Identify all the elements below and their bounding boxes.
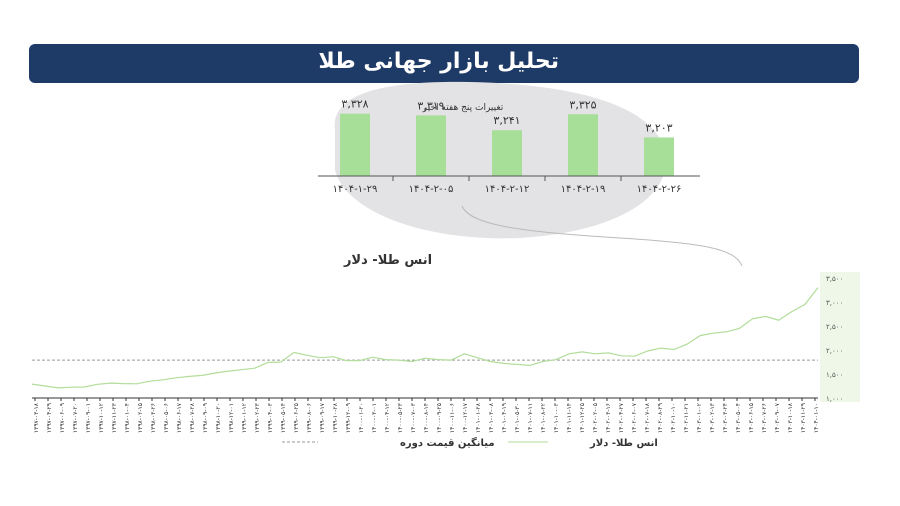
bar-category-label-0: ۱۴۰۴-۱-۲۹ — [333, 184, 378, 195]
x-tick-label-10: ۱۳۹۸-۰۵-۰۶ — [163, 403, 170, 433]
x-tick-label-46: ۱۴۰۲-۰۶-۰۷ — [631, 402, 638, 433]
x-tick-label-42: ۱۴۰۱-۱۲-۲۵ — [579, 403, 586, 433]
connector-curve — [461, 205, 743, 267]
x-tick-label-25: ۱۴۰۰-۰۱-۲۰ — [358, 403, 365, 433]
y-tick-label-1: ۱,۵۰۰ — [826, 371, 843, 379]
x-tick-label-54: ۱۴۰۳-۰۵-۰۴ — [735, 403, 742, 433]
x-tick-label-20: ۱۳۹۹-۰۶-۲۵ — [293, 403, 300, 433]
title-bar: تحلیل بازار جهانی طلا — [29, 44, 859, 83]
x-tick-label-1: ۱۳۹۷-۰۴-۲۹ — [46, 403, 53, 433]
x-tick-label-29: ۱۴۰۰-۰۷-۰۳ — [410, 402, 417, 433]
bar-category-label-3: ۱۴۰۴-۲-۱۹ — [561, 184, 606, 195]
x-tick-label-55: ۱۴۰۳-۰۶-۱۵ — [748, 403, 755, 433]
x-tick-label-14: ۱۳۹۸-۱۰-۲۰ — [215, 403, 222, 433]
line-chart-title: انس طلا- دلار — [343, 253, 432, 268]
x-tick-label-52: ۱۴۰۳-۰۲-۱۳ — [709, 402, 716, 433]
x-tick-label-56: ۱۴۰۳-۰۷-۲۶ — [761, 403, 768, 433]
x-tick-label-30: ۱۴۰۰-۰۸-۱۴ — [423, 403, 430, 433]
bar-category-label-2: ۱۴۰۴-۲-۱۲ — [485, 184, 530, 195]
x-tick-label-6: ۱۳۹۷-۱۱-۲۳ — [111, 402, 118, 433]
x-tick-label-2: ۱۳۹۷-۰۶-۰۹ — [59, 403, 66, 433]
y-tick-label-5: ۳,۵۰۰ — [826, 275, 843, 283]
x-tick-label-47: ۱۴۰۲-۰۷-۱۸ — [644, 402, 651, 433]
x-tick-label-26: ۱۴۰۰-۰۳-۰۱ — [371, 403, 378, 433]
x-tick-label-50: ۱۴۰۲-۱۱-۲۱ — [683, 403, 690, 433]
bar-value-label-1: ۳,۳۱۹ — [417, 99, 444, 112]
bar-value-label-2: ۳,۲۴۱ — [493, 114, 520, 127]
x-tick-label-35: ۱۴۰۱-۰۳-۰۸ — [488, 402, 495, 433]
x-tick-label-7: ۱۳۹۸-۰۱-۰۴ — [124, 403, 131, 433]
gold-price-line — [31, 287, 819, 389]
x-tick-label-8: ۱۳۹۸-۰۲-۱۵ — [137, 403, 144, 433]
x-tick-label-36: ۱۴۰۱-۰۴-۱۹ — [501, 403, 508, 433]
x-tick-label-39: ۱۴۰۱-۰۸-۲۲ — [540, 403, 547, 433]
x-tick-label-38: ۱۴۰۱-۰۷-۱۱ — [527, 403, 534, 433]
x-tick-label-15: ۱۳۹۸-۱۲-۰۱ — [228, 403, 235, 433]
x-tick-label-59: ۱۴۰۳-۱۱-۲۹ — [800, 403, 807, 433]
x-tick-label-31: ۱۴۰۰-۰۹-۲۵ — [436, 403, 443, 433]
x-tick-label-49: ۱۴۰۲-۱۰-۱۰ — [670, 403, 677, 433]
x-tick-label-44: ۱۴۰۲-۰۳-۱۶ — [605, 403, 612, 433]
page-title: تحلیل بازار جهانی طلا — [318, 49, 559, 74]
x-tick-label-13: ۱۳۹۸-۰۹-۰۹ — [202, 403, 209, 433]
y-tick-label-3: ۲,۵۰۰ — [826, 323, 843, 331]
x-tick-label-9: ۱۳۹۸-۰۳-۲۶ — [150, 403, 157, 433]
x-tick-label-11: ۱۳۹۸-۰۶-۱۷ — [176, 402, 183, 433]
x-tick-label-3: ۱۳۹۷-۰۷-۲۰ — [72, 403, 79, 433]
x-tick-label-12: ۱۳۹۸-۰۷-۲۸ — [189, 402, 196, 433]
bar-value-label-0: ۳,۳۲۸ — [341, 98, 368, 111]
bar-value-label-3: ۳,۳۲۵ — [569, 98, 596, 111]
x-tick-label-43: ۱۴۰۲-۰۲-۰۵ — [592, 403, 599, 433]
x-tick-label-22: ۱۳۹۹-۰۹-۱۷ — [319, 402, 326, 433]
y-tick-label-4: ۳,۰۰۰ — [826, 299, 843, 307]
x-tick-label-21: ۱۳۹۹-۰۸-۰۶ — [306, 403, 313, 433]
bar-value-label-4: ۳,۲۰۳ — [645, 121, 672, 134]
y-tick-label-0: ۱,۰۰۰ — [826, 395, 843, 403]
x-tick-label-5: ۱۳۹۷-۱۰-۱۲ — [98, 403, 105, 433]
bar-4 — [644, 137, 674, 176]
x-tick-label-33: ۱۴۰۰-۱۲-۱۷ — [462, 402, 469, 433]
bar-3 — [568, 114, 598, 176]
x-tick-label-32: ۱۴۰۰-۱۱-۰۶ — [449, 403, 456, 433]
x-tick-label-48: ۱۴۰۲-۰۸-۲۹ — [657, 403, 664, 433]
x-tick-label-57: ۱۴۰۳-۰۹-۰۷ — [774, 402, 781, 433]
y-tick-label-2: ۲,۰۰۰ — [826, 347, 843, 355]
bar-1 — [416, 115, 446, 176]
x-tick-label-58: ۱۴۰۳-۱۰-۱۸ — [787, 402, 794, 433]
bar-category-label-1: ۱۴۰۴-۲-۰۵ — [409, 184, 454, 195]
x-tick-label-51: ۱۴۰۳-۰۱-۰۲ — [696, 403, 703, 433]
x-tick-label-34: ۱۴۰۱-۰۱-۲۸ — [475, 402, 482, 433]
x-tick-label-28: ۱۴۰۰-۰۵-۲۳ — [397, 402, 404, 433]
x-tick-label-17: ۱۳۹۹-۰۲-۲۳ — [254, 402, 261, 433]
x-tick-label-24: ۱۳۹۹-۱۲-۰۹ — [345, 403, 352, 433]
bar-category-label-4: ۱۴۰۴-۲-۲۶ — [637, 184, 682, 195]
x-tick-label-4: ۱۳۹۷-۰۹-۰۱ — [85, 403, 92, 433]
bar-chart-title: تغییرات پنج هفته اخیر — [422, 103, 504, 113]
x-tick-label-37: ۱۴۰۱-۰۵-۳۰ — [514, 403, 521, 433]
legend-average-label: میانگین قیمت دوره — [400, 436, 495, 449]
x-tick-label-53: ۱۴۰۳-۰۳-۲۴ — [722, 403, 729, 433]
bar-0 — [340, 113, 370, 176]
x-tick-label-19: ۱۳۹۹-۰۵-۱۴ — [280, 403, 287, 433]
x-tick-label-23: ۱۳۹۹-۱۰-۲۸ — [332, 402, 339, 433]
legend-gold-label: انس طلا- دلار — [589, 438, 658, 449]
x-tick-label-27: ۱۴۰۰-۰۴-۱۲ — [384, 403, 391, 433]
x-tick-label-45: ۱۴۰۲-۰۴-۲۷ — [618, 402, 625, 433]
x-tick-label-40: ۱۴۰۱-۱۰-۰۳ — [553, 402, 560, 433]
x-tick-label-0: ۱۳۹۷-۰۳-۱۸ — [33, 402, 40, 433]
bar-2 — [492, 130, 522, 176]
x-tick-label-60: ۱۴۰۴-۰۱-۱۰ — [813, 403, 820, 433]
x-tick-label-16: ۱۳۹۹-۰۱-۱۲ — [241, 403, 248, 433]
x-tick-label-41: ۱۴۰۱-۱۱-۱۴ — [566, 403, 573, 433]
x-tick-label-18: ۱۳۹۹-۰۴-۰۳ — [267, 402, 274, 433]
y-axis-highlight — [820, 272, 860, 402]
